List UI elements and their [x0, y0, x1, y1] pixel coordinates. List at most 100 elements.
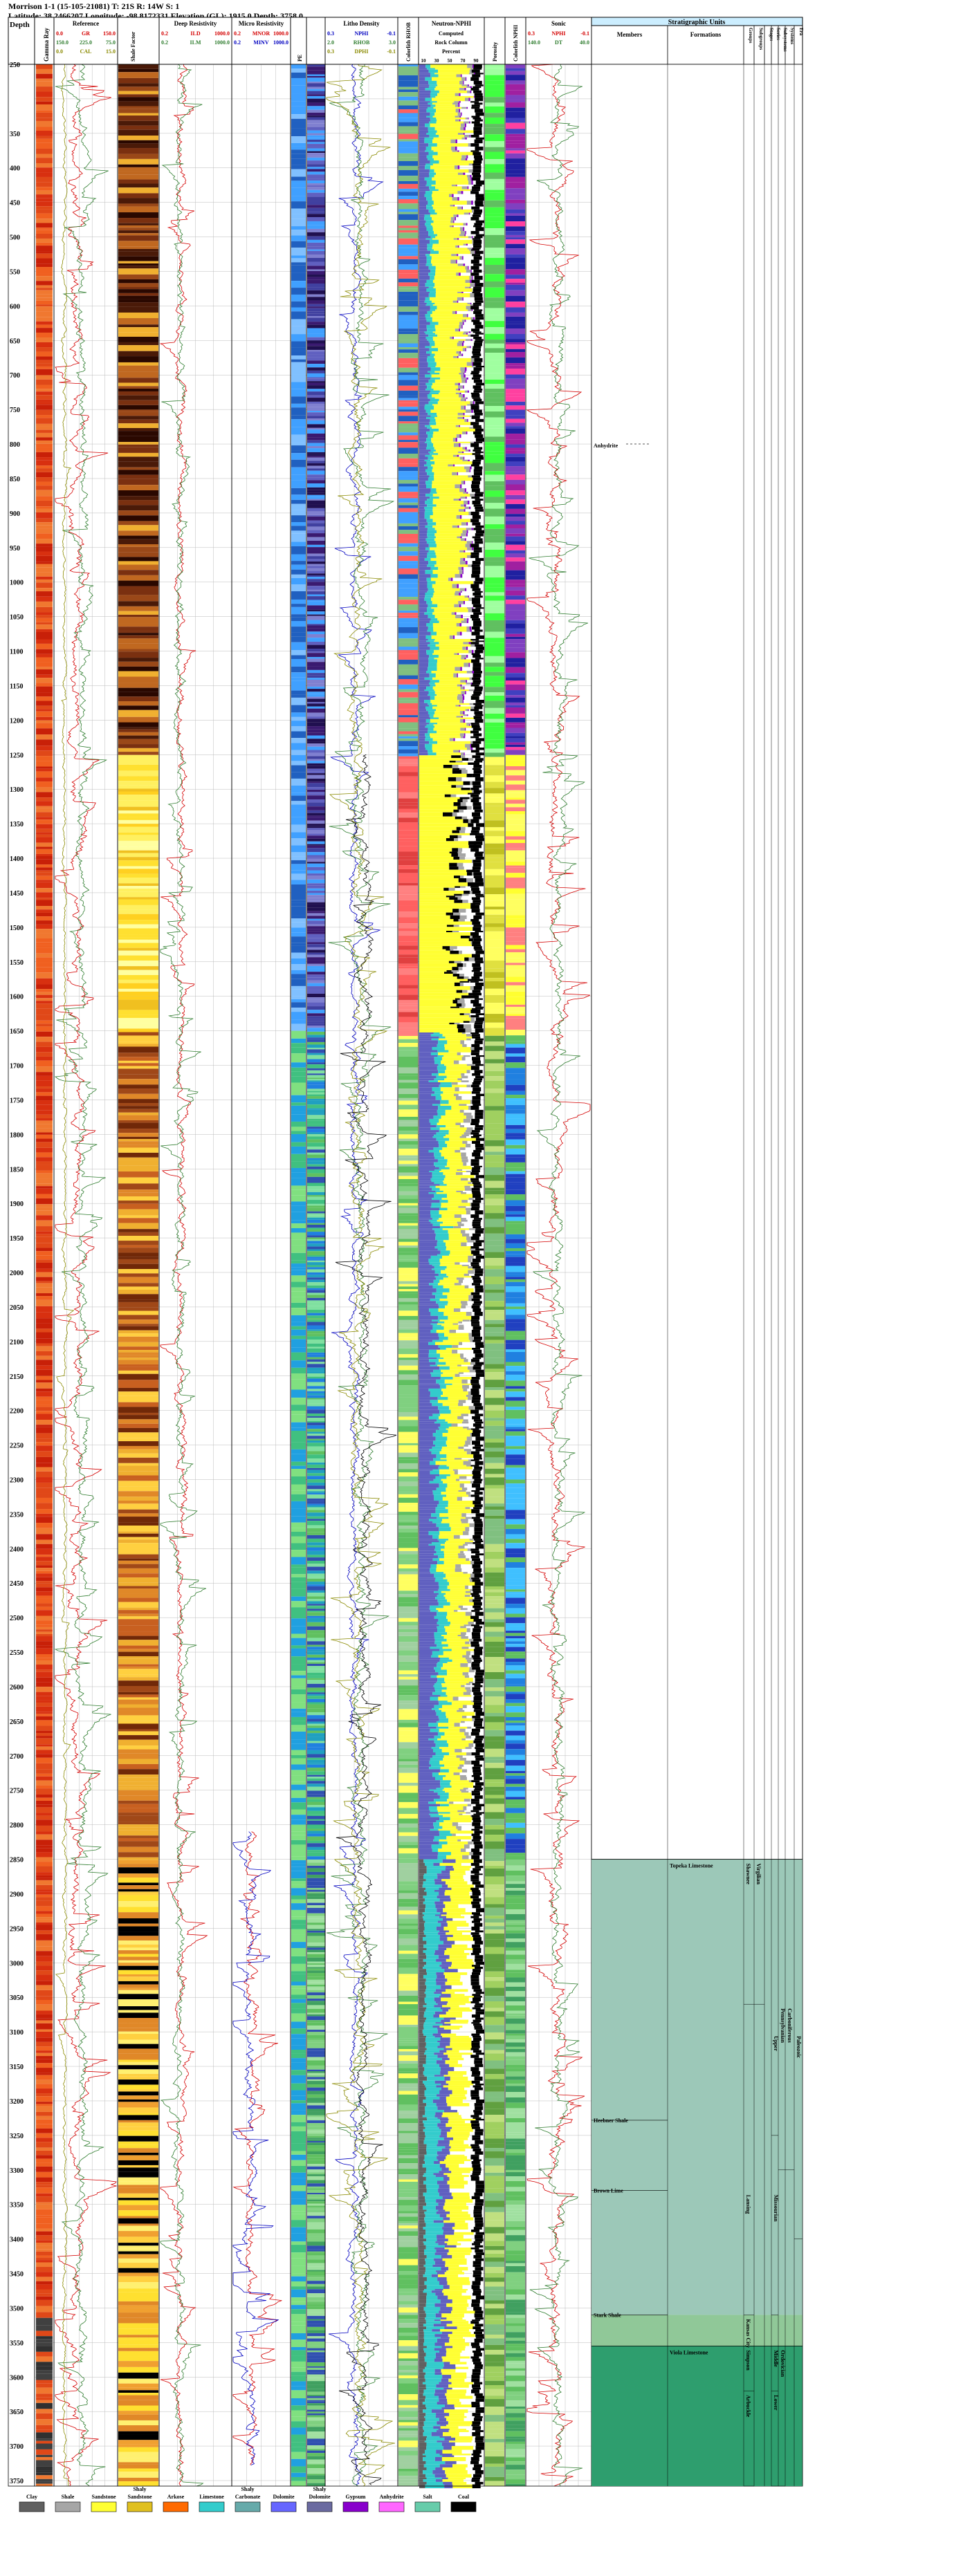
colorlith-rhob-strip-band — [398, 340, 418, 344]
composition-band — [465, 137, 467, 140]
colorlith-rhob-strip-band — [398, 2458, 418, 2463]
composition-band — [431, 635, 450, 640]
pe-small-strip-band — [291, 359, 306, 362]
colorlith-rhob-strip-band — [398, 1215, 418, 1221]
composition-band — [424, 612, 433, 615]
pe-color-strip-band — [307, 294, 325, 297]
pe-color-strip-band — [307, 653, 325, 658]
shale-color-strip-band — [118, 1804, 158, 1808]
pe-small-strip-band — [291, 716, 306, 721]
pe-small-strip-band — [291, 1781, 306, 1785]
shale-color-strip-band — [118, 378, 158, 383]
colorlith-rhob-strip-band — [398, 543, 418, 547]
shale-color-strip-band — [118, 729, 158, 732]
composition-band — [432, 382, 455, 386]
composition-band — [425, 747, 432, 750]
shale-color-strip-band — [118, 535, 158, 539]
colorlith-rhob-strip-band — [398, 1938, 418, 1943]
pe-small-strip-band — [291, 180, 306, 184]
shale-color-strip-band — [118, 1010, 158, 1015]
gamma-color-strip-band — [36, 824, 53, 829]
porosity-bar — [470, 484, 479, 489]
porosity-bar — [473, 225, 482, 228]
composition-band — [460, 231, 466, 234]
composition-band — [455, 425, 459, 427]
porosity-bar — [474, 223, 483, 226]
colorlith-rhob-strip-band — [398, 828, 418, 831]
gamma-color-strip-band — [36, 1114, 53, 1119]
pe-color-strip-band — [307, 2032, 325, 2035]
porosity-bar — [475, 283, 484, 287]
gamma-color-strip-band — [36, 1509, 53, 1514]
pe-color-strip-band — [307, 2366, 325, 2368]
pe-small-strip-band — [291, 561, 306, 565]
colorlith-rhob-strip-band — [398, 1337, 418, 1341]
pe-small-strip-band — [291, 503, 306, 510]
composition-band — [419, 689, 425, 692]
gamma-color-strip-band — [36, 1725, 53, 1731]
shale-color-strip-band — [118, 2328, 158, 2335]
porosity-bar — [472, 515, 481, 519]
porosity-bar — [473, 620, 482, 624]
shale-color-strip-band — [118, 546, 158, 553]
pe-color-strip-band — [307, 1464, 325, 1468]
composition-band — [436, 172, 458, 175]
shale-color-strip-band — [118, 306, 158, 313]
composition-band — [439, 620, 461, 624]
colorlith-rhob-strip-band — [398, 253, 418, 257]
shale-color-strip-band — [118, 1046, 158, 1053]
shale-color-strip-band — [118, 2069, 158, 2074]
composition-band — [465, 339, 471, 341]
pe-color-strip-band — [307, 645, 325, 649]
colorlith-rhob-strip-band — [398, 2192, 418, 2198]
pe-color-strip-band — [307, 658, 325, 662]
composition-band — [436, 522, 461, 526]
pe-color-strip-band — [307, 1754, 325, 1758]
pe-color-strip-band — [307, 858, 325, 862]
colorlith-rhob-strip-band — [398, 1505, 418, 1512]
composition-band — [429, 422, 437, 425]
porosity-bar — [470, 519, 479, 523]
gamma-color-strip-band — [36, 2029, 53, 2032]
pe-color-strip-band — [307, 1939, 325, 1943]
pe-color-strip-band — [307, 888, 325, 891]
gamma-color-strip-band — [36, 720, 53, 723]
pe-small-strip-band — [291, 2160, 306, 2166]
shale-color-strip-band — [118, 2218, 158, 2224]
pe-small-strip-band — [291, 434, 306, 443]
pe-color-strip-band — [307, 2118, 325, 2121]
pe-color-strip-band — [307, 499, 325, 501]
shale-color-strip-band — [118, 447, 158, 453]
gamma-color-strip-band — [36, 1716, 53, 1721]
pe-color-strip-band — [307, 98, 325, 103]
deep-resistivity-scale-right: 1000.0 — [214, 30, 230, 37]
pe-small-strip-band — [291, 2322, 306, 2326]
gamma-color-strip-band — [36, 1733, 53, 1736]
pe-color-strip-band — [307, 1507, 325, 1510]
composition-band — [455, 574, 461, 578]
pe-small-strip-band — [291, 1189, 306, 1196]
colorlith-rhob-strip-band — [398, 1818, 418, 1824]
colorlith-rhob-strip-band — [398, 1792, 418, 1799]
composition-band — [426, 607, 432, 609]
composition-band — [419, 398, 430, 402]
composition-band — [419, 595, 425, 598]
composition-band — [435, 541, 467, 544]
composition-band — [466, 431, 468, 435]
composition-band — [419, 447, 426, 450]
pe-color-strip-band — [307, 1846, 325, 1851]
shale-color-strip-band — [118, 891, 158, 898]
pe-small-strip-band — [291, 569, 306, 575]
composition-band — [426, 259, 432, 264]
porosity-bar — [475, 324, 484, 329]
composition-band — [465, 409, 472, 413]
colorlith-rhob-strip-band — [398, 1239, 418, 1242]
pe-small-strip-band — [291, 1895, 306, 1900]
colorlith-rhob-strip-band — [398, 1735, 418, 1739]
gamma-color-strip-band — [36, 219, 53, 223]
composition-band — [419, 451, 429, 454]
gamma-color-strip-band — [36, 1400, 53, 1405]
shale-color-strip-band — [118, 1640, 158, 1646]
pe-color-strip-band — [307, 317, 325, 322]
gamma-color-strip-band — [36, 972, 53, 979]
